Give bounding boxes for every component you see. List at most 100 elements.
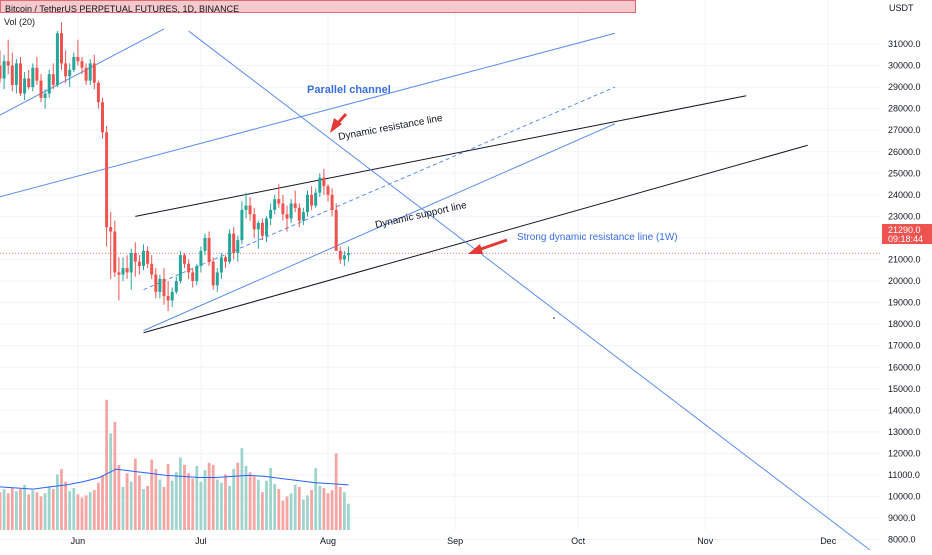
candle-body — [137, 261, 141, 266]
candle-body — [170, 291, 174, 301]
volume-bar — [113, 421, 117, 530]
candle-body — [84, 67, 88, 81]
volume-bar — [203, 470, 207, 530]
price-tick-label: 25000.0 — [888, 168, 921, 178]
volume-indicator-label[interactable]: Vol (20) — [4, 17, 36, 27]
time-tick-label: Jun — [71, 536, 86, 546]
volume-bar — [138, 475, 141, 530]
candles-layer — [0, 22, 350, 312]
volume-bar — [265, 480, 268, 530]
candle-body — [256, 222, 260, 230]
symbol-legend[interactable]: Bitcoin / TetherUS PERPETUAL FUTURES, 1D… — [0, 0, 636, 14]
candle-body — [318, 177, 322, 193]
candle-body — [14, 63, 18, 85]
arrow-icon — [330, 112, 348, 133]
candle-body — [326, 186, 330, 195]
price-tick-label: 26000.0 — [888, 147, 921, 157]
candle-body — [31, 67, 35, 88]
volume-bar — [289, 493, 293, 530]
candle-body — [265, 218, 268, 236]
candle-body — [207, 237, 211, 262]
price-tick-label: 9000.0 — [888, 513, 916, 523]
volume-bar — [154, 469, 158, 530]
annotations-layer: Parallel channel Dynamic resistance line… — [307, 84, 678, 319]
candle-body — [68, 69, 72, 77]
price-axis[interactable]: 31000.0 30000.0 29000.0 28000.0 27000.0 26000… — [888, 39, 921, 545]
volume-bar — [322, 488, 326, 530]
volume-bar — [330, 490, 334, 530]
price-tick-label: 12000.0 — [888, 448, 921, 458]
candle-body — [10, 65, 14, 85]
candle-body — [47, 74, 51, 94]
price-tick-label: 24000.0 — [888, 190, 921, 200]
candle-body — [240, 209, 244, 241]
candle-body — [293, 203, 297, 208]
candle-body — [146, 250, 150, 264]
candle-body — [314, 192, 318, 206]
price-tick-label: 30000.0 — [888, 61, 921, 71]
volume-bar — [240, 448, 244, 530]
candle-body — [109, 227, 113, 232]
volume-bar — [326, 493, 330, 530]
volume-bar — [281, 500, 285, 530]
volume-bar — [109, 433, 113, 530]
volume-bar — [84, 495, 88, 530]
volume-bar — [150, 459, 154, 530]
currency-label: USDT — [889, 3, 914, 13]
weekly-resistance-line[interactable] — [188, 30, 874, 553]
dynamic-support-label: Dynamic support line — [374, 200, 468, 231]
candle-body — [228, 233, 232, 262]
volume-bar — [256, 479, 260, 530]
price-tick-label: 18000.0 — [888, 319, 921, 329]
candle-body — [191, 272, 195, 282]
time-tick-label: Aug — [320, 536, 336, 546]
wedge-upper-line[interactable] — [135, 95, 747, 217]
candle-body — [199, 250, 203, 266]
volume-bar — [97, 482, 100, 530]
volume-bar — [68, 491, 72, 530]
volume-bar — [297, 486, 301, 530]
candle-body — [96, 82, 100, 103]
volume-bar — [64, 481, 67, 530]
volume-bar — [101, 475, 104, 530]
wedge-lower-line[interactable] — [143, 144, 808, 334]
time-axis[interactable]: JunJulAugSepOctNovDec2023 — [71, 536, 932, 546]
price-tick-label: 20000.0 — [888, 276, 921, 286]
volume-bar — [47, 486, 51, 530]
candle-body — [158, 278, 162, 292]
candle-body — [297, 207, 301, 221]
candle-body — [203, 237, 207, 251]
price-tick-label: 19000.0 — [888, 298, 921, 308]
volume-bar — [183, 464, 186, 530]
candle-body — [105, 132, 109, 228]
volume-bar — [39, 496, 43, 530]
volume-bar — [273, 483, 277, 530]
volume-bar — [211, 464, 215, 530]
volume-bar — [142, 489, 145, 530]
volume-bar — [277, 489, 281, 530]
volume-bar — [43, 493, 47, 530]
parallel-channel-mid-line[interactable] — [143, 86, 616, 291]
price-tick-label: 14000.0 — [888, 405, 921, 415]
candle-body — [232, 233, 236, 254]
last-price-tag: 21290.0 09:18:44 — [882, 224, 932, 244]
volume-bar — [269, 468, 272, 530]
volume-bar — [133, 458, 137, 530]
volume-bar — [220, 482, 223, 530]
candle-body — [248, 205, 252, 215]
parallel-channel-lower-line[interactable] — [143, 123, 616, 332]
volume-bar — [232, 469, 236, 530]
volume-bar — [60, 469, 63, 530]
volume-bar — [19, 489, 22, 530]
candle-body — [125, 268, 129, 273]
parallel-channel-upper-line[interactable] — [0, 32, 616, 218]
volume-bar — [334, 453, 338, 530]
candle-body — [101, 102, 104, 133]
volume-ma-line — [0, 468, 349, 490]
time-tick-label: Jul — [195, 536, 207, 546]
volume-bar — [80, 497, 84, 530]
volume-bar — [125, 473, 129, 530]
volume-bar — [224, 474, 227, 530]
